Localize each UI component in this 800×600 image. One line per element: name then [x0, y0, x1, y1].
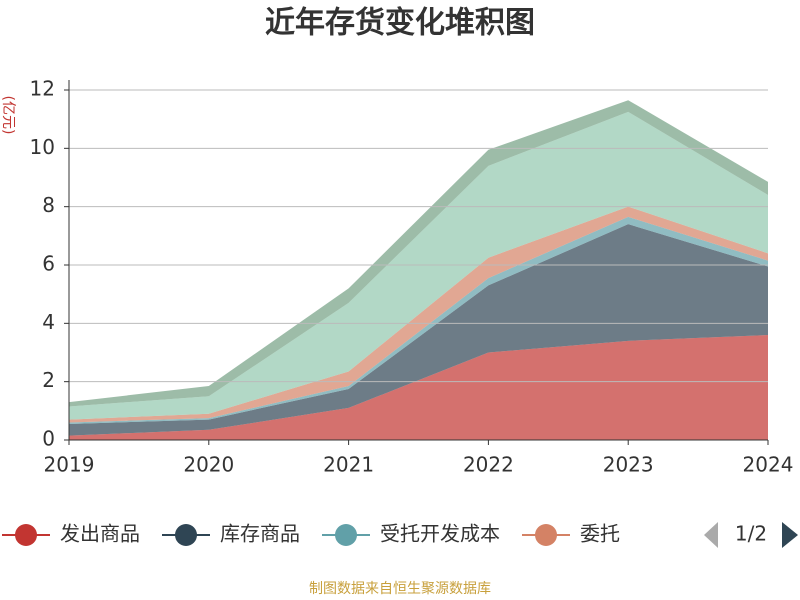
y-axis-label: (亿元)	[0, 96, 16, 135]
y-tick-label: 4	[42, 310, 55, 334]
area	[69, 111, 768, 420]
legend-label: 受托开发成本	[380, 522, 500, 546]
y-tick-label: 8	[42, 193, 55, 217]
legend-label: 委托	[580, 522, 620, 546]
legend-label: 库存商品	[220, 522, 300, 546]
legend: 发出商品 库存商品 受托开发成本 委托	[2, 522, 620, 546]
legend-marker	[335, 524, 357, 546]
legend-next[interactable]	[782, 522, 798, 548]
y-tick-label: 10	[30, 135, 55, 159]
legend-marker	[175, 524, 197, 546]
y-tick-label: 6	[42, 252, 55, 276]
x-tick-label: 2020	[183, 453, 234, 477]
area	[69, 335, 768, 440]
x-tick-label: 2024	[743, 453, 794, 477]
legend-marker	[15, 524, 37, 546]
y-tick-label: 2	[42, 368, 55, 392]
legend-marker	[535, 524, 557, 546]
legend-prev[interactable]	[704, 522, 718, 548]
chart-title: 近年存货变化堆积图	[265, 6, 535, 41]
x-tick-label: 2023	[603, 453, 654, 477]
x-tick-label: 2019	[44, 453, 95, 477]
x-tick-label: 2021	[323, 453, 374, 477]
x-tick-label: 2022	[463, 453, 514, 477]
y-tick-label: 12	[30, 77, 55, 101]
legend-label: 发出商品	[60, 522, 140, 546]
legend-page: 1/2	[735, 522, 767, 546]
area	[69, 224, 768, 436]
y-tick-label: 0	[42, 427, 55, 451]
plot	[69, 100, 768, 440]
source-note: 制图数据来自恒生聚源数据库	[309, 581, 491, 597]
